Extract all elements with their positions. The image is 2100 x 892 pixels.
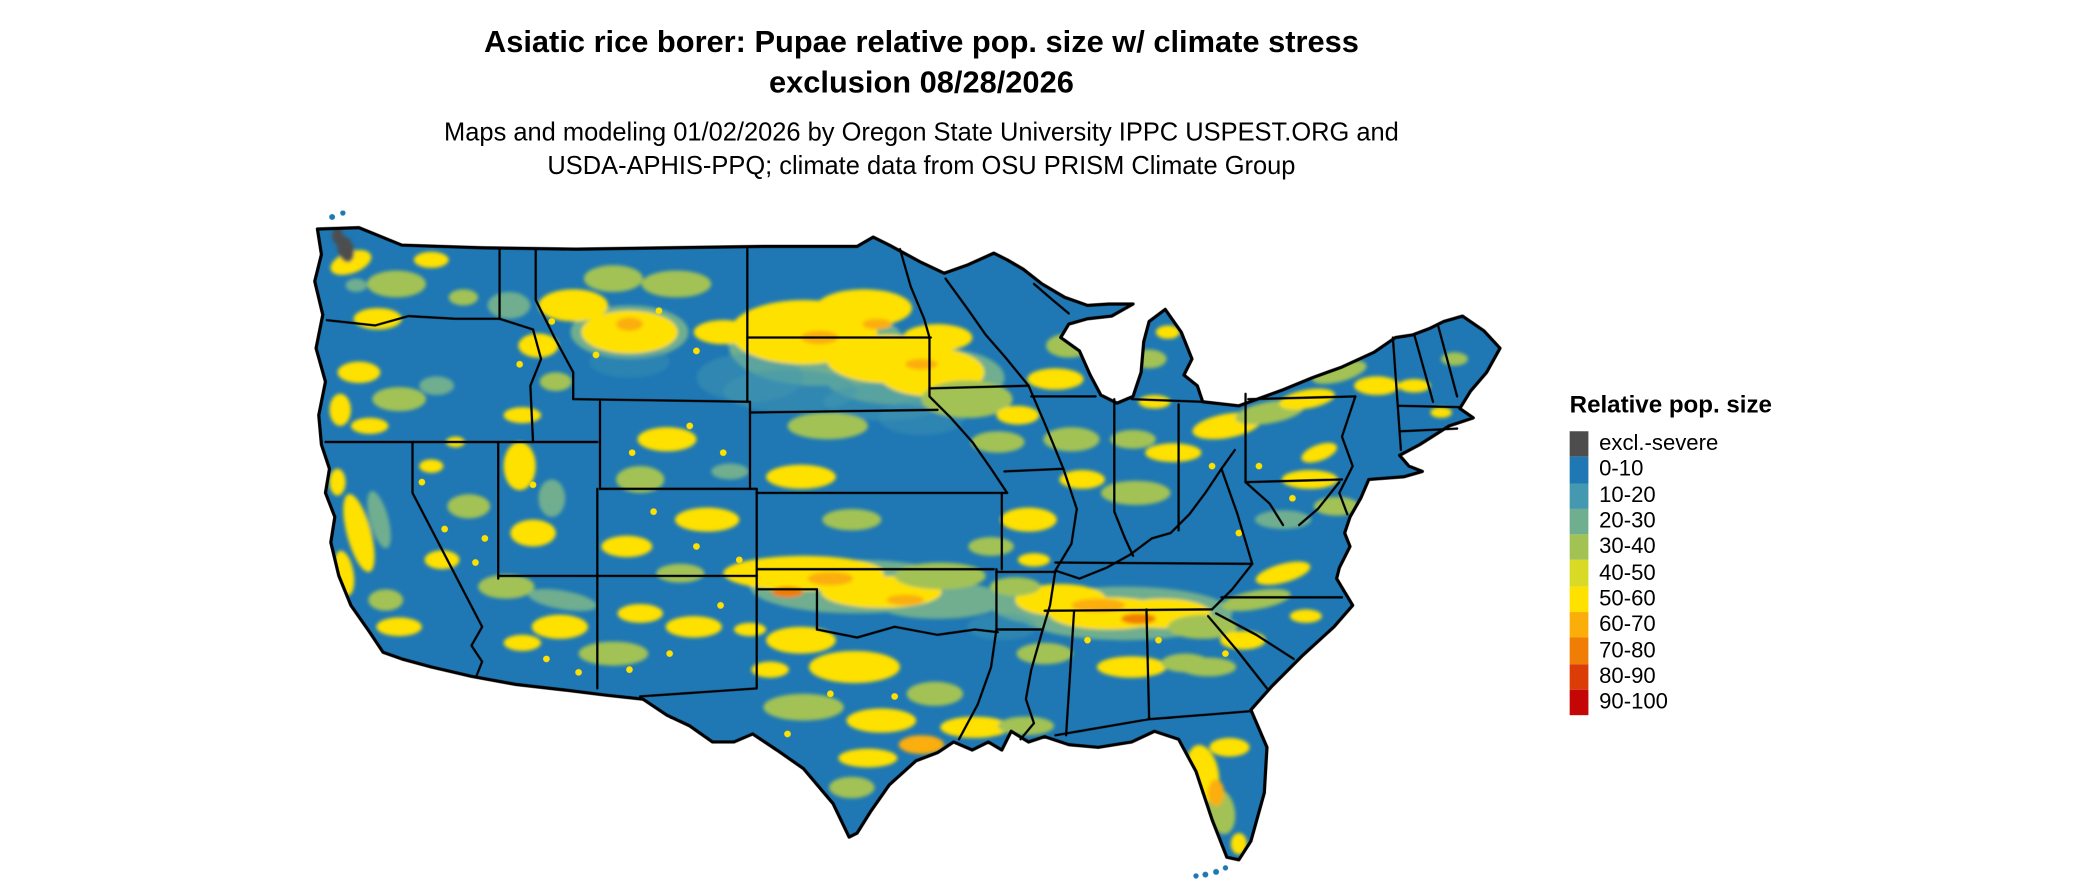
legend-item-label: 0-10: [1599, 457, 1644, 482]
legend-item-label: 70-80: [1599, 638, 1656, 663]
legend-item: 90-100: [1569, 689, 1772, 716]
legend-item: 20-30: [1569, 508, 1772, 535]
legend-item-label: 30-40: [1599, 534, 1656, 559]
legend-swatch: [1569, 482, 1589, 509]
legend-swatch: [1569, 457, 1589, 483]
legend-item-label: 40-50: [1599, 560, 1656, 585]
legend-item: 0-10: [1569, 457, 1772, 483]
legend-swatch: [1569, 560, 1589, 587]
legend-item-label: excl.-severe: [1599, 431, 1719, 456]
legend-item-label: 80-90: [1599, 664, 1656, 689]
legend-title: Relative pop. size: [1569, 391, 1772, 418]
legend-item-label: 60-70: [1599, 612, 1656, 637]
legend-item: 10-20: [1569, 482, 1772, 509]
state-boundaries: [324, 247, 1461, 741]
us-landmass: [314, 227, 1501, 860]
legend-swatch: [1569, 663, 1589, 690]
legend-item: 70-80: [1569, 638, 1772, 664]
map-title-line2: exclusion 08/28/2026: [769, 64, 1074, 100]
map-subtitle-line2: USDA-APHIS-PPQ; climate data from OSU PR…: [547, 152, 1296, 181]
legend-item-label: 20-30: [1599, 508, 1656, 534]
title-block: Asiatic rice borer: Pupae relative pop. …: [0, 21, 1843, 183]
legend-item: 60-70: [1569, 612, 1772, 639]
map-subtitle: Maps and modeling 01/02/2026 by Oregon S…: [0, 117, 1843, 184]
legend-item-label: 90-100: [1599, 689, 1668, 714]
legend-swatch: [1569, 612, 1589, 639]
legend-item: 80-90: [1569, 663, 1772, 690]
legend-swatch: [1569, 534, 1589, 561]
legend-item-label: 50-60: [1599, 586, 1656, 611]
legend-swatch: [1569, 638, 1589, 664]
legend-swatch: [1569, 689, 1589, 716]
map-subtitle-line1: Maps and modeling 01/02/2026 by Oregon S…: [444, 119, 1399, 148]
legend-item: 50-60: [1569, 586, 1772, 613]
legend-swatch: [1569, 508, 1589, 535]
legend-item: excl.-severe: [1569, 431, 1772, 458]
legend: Relative pop. size excl.-severe 0-10 10-…: [1569, 391, 1772, 716]
legend-item-label: 10-20: [1599, 483, 1656, 508]
legend-items: excl.-severe 0-10 10-20 20-30: [1569, 431, 1772, 716]
legend-item: 40-50: [1569, 560, 1772, 587]
legend-item: 30-40: [1569, 534, 1772, 561]
florida-keys: [1193, 865, 1229, 879]
risk-speckles: [418, 307, 1296, 738]
legend-swatch: [1569, 431, 1589, 458]
puget-sound-islands: [329, 210, 346, 220]
legend-swatch: [1569, 586, 1589, 613]
map-title-line1: Asiatic rice borer: Pupae relative pop. …: [483, 24, 1359, 59]
